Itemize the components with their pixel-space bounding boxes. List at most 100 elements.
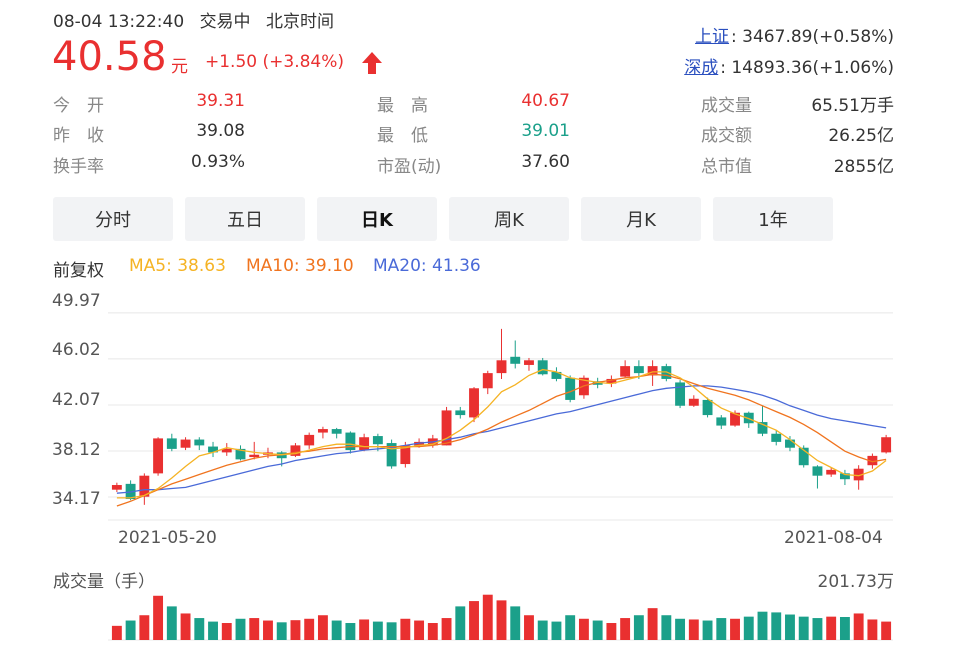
market-cap-value: 2855亿 [833,157,894,177]
tab-monthly-k[interactable]: 月K [581,197,701,241]
candle-body [716,417,727,426]
candle-body [496,360,507,374]
tab-one-year[interactable]: 1年 [713,197,833,241]
candle-body [221,448,232,453]
volume-bar [826,616,837,640]
candle-body [798,447,809,466]
candle-body [620,366,631,377]
price-change: +1.50 (+3.84%) [205,52,345,72]
amount-value: 26.25亿 [828,126,894,146]
volume-bar [496,600,507,640]
index-shanghai: 上证: 3467.89(+0.58%) [695,22,894,47]
volume-bar [578,618,589,640]
candle-body [441,410,452,446]
volume-axis-label: 成交量（手） [53,572,155,592]
candle-body [524,360,534,365]
volume-bar [785,614,795,640]
candle-body [469,388,479,418]
candle-body [688,398,699,406]
volume-bar [881,621,892,640]
volume-bar [730,618,740,640]
tab-daily-k[interactable]: 日K [317,197,437,241]
volume-bar [702,620,713,640]
x-tick-label-end: 2021-08-04 [784,528,883,548]
market-cap-label: 总市值 [701,157,752,177]
y-tick-label: 46.02 [52,340,101,360]
volume-max-label: 201.73万 [817,572,894,592]
volume-bar [853,613,864,640]
pe-label: 市盈(动) [377,157,442,177]
candle-body [675,382,686,406]
volume-bar [317,615,328,640]
volume-value: 65.51万手 [811,96,894,116]
candle-body [331,429,342,434]
volume-bar [359,619,370,640]
status-line: 08-04 13:22:40 交易中 北京时间 [53,7,344,32]
candle-body [565,377,576,400]
volume-bar [208,621,218,640]
volume-bar [194,618,205,640]
volume-bar [455,606,466,640]
candle-body [606,378,617,384]
quote-datetime: 08-04 13:22:40 [53,12,185,32]
timezone-label: 北京时间 [265,12,334,32]
candle-body [317,429,328,433]
candle-body [455,410,466,416]
volume-bar [263,620,273,640]
volume-bar [414,620,425,640]
candle-body [139,475,150,497]
trading-state: 交易中 [199,12,251,32]
candle-body [194,439,205,446]
adjust-mode[interactable]: 前复权 [53,261,104,281]
candle-body [153,438,164,474]
prev-close-value: 39.08 [196,121,245,141]
legend-ma20: MA20: 41.36 [373,256,481,276]
candle-body [208,446,218,453]
prev-close-label: 昨 收 [53,126,104,146]
pe-value: 37.60 [521,152,570,172]
candle-body [785,439,795,448]
volume-bar [386,622,397,640]
tab-intraday[interactable]: 分时 [53,197,173,241]
candle-body [853,468,864,481]
candle-body [537,360,548,375]
volume-bar [139,615,150,640]
high-label: 最 高 [377,96,428,116]
tab-weekly-k[interactable]: 周K [449,197,569,241]
volume-bar [716,618,727,640]
volume-bar [620,618,631,640]
volume-bar [482,594,493,640]
turnover-value: 0.93% [190,152,245,172]
volume-bar [592,620,603,640]
y-tick-label: 34.17 [52,489,101,509]
volume-bar [606,623,617,640]
tab-five-day[interactable]: 五日 [185,197,305,241]
candle-body [839,473,850,480]
ma20-line [116,385,887,494]
index-shanghai-link[interactable]: 上证 [695,27,730,47]
volume-bar [125,620,136,640]
index-shenzhen-link[interactable]: 深成 [684,58,719,78]
volume-bar [812,618,823,640]
candle-body [510,356,521,364]
candle-body [730,412,740,426]
open-label: 今 开 [53,96,104,116]
candle-body [372,436,383,445]
volume-bar [249,618,260,640]
volume-bar [221,623,232,640]
volume-bar [372,621,383,640]
volume-bar [743,616,754,640]
volume-bar [111,625,122,640]
ma5-line [116,368,887,499]
volume-bar [647,608,658,640]
ma10-line [116,373,887,507]
volume-bar [441,618,452,640]
up-arrow-icon [362,52,382,74]
candle-body [290,445,301,456]
candle-body [633,366,644,374]
volume-bar [345,623,356,640]
legend-ma5: MA5: 38.63 [129,256,226,276]
volume-bar [839,617,850,640]
candle-body [702,399,713,416]
